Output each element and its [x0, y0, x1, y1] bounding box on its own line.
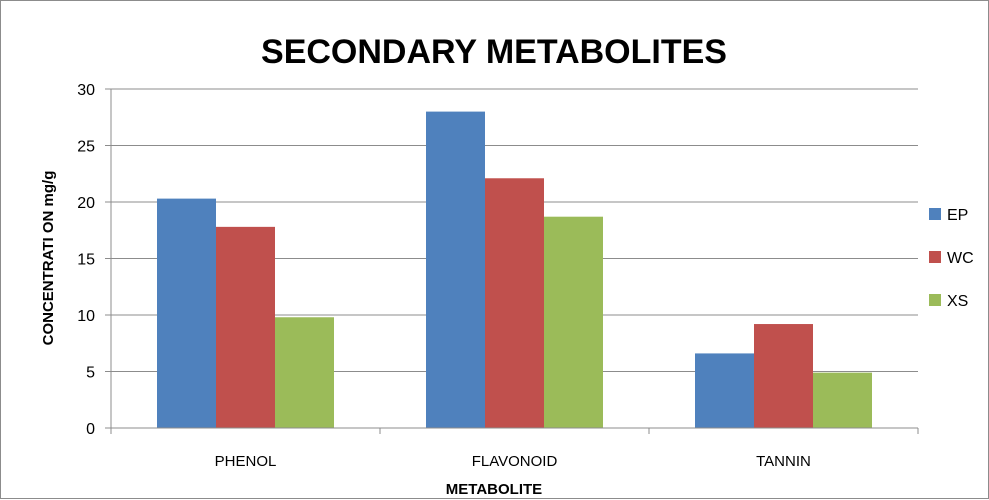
bar-ep-phenol [157, 198, 216, 428]
x-category-label: FLAVONOID [472, 453, 558, 470]
legend-swatch-ep [929, 208, 941, 220]
x-category-label: PHENOL [215, 453, 277, 470]
y-axis-title: CONCENTRATI ON mg/g [40, 171, 57, 346]
x-axis-title: METABOLITE [446, 481, 542, 498]
bar-ep-tannin [695, 353, 754, 428]
y-tick-label: 25 [77, 139, 95, 156]
y-tick-labels: 0 5 10 15 20 25 30 [77, 82, 111, 438]
chart-title: SECONDARY METABOLITES [261, 33, 727, 71]
bar-xs-phenol [275, 317, 334, 428]
legend-label-ep: EP [947, 207, 968, 224]
bars [157, 111, 872, 428]
bar-wc-phenol [216, 226, 275, 428]
y-tick-label: 10 [77, 308, 95, 325]
y-tick-label: 0 [86, 421, 95, 438]
legend-swatch-wc [929, 251, 941, 263]
y-tick-label: 5 [86, 365, 95, 382]
legend: EP WC XS [929, 207, 974, 310]
bar-xs-tannin [813, 372, 872, 428]
y-tick-label: 20 [77, 195, 95, 212]
x-category-labels: PHENOL FLAVONOID TANNIN [110, 428, 919, 470]
y-tick-label: 30 [77, 82, 95, 99]
y-tick-label: 15 [77, 252, 95, 269]
legend-swatch-xs [929, 294, 941, 306]
bar-wc-tannin [754, 324, 813, 428]
x-category-label: TANNIN [756, 453, 811, 470]
legend-label-wc: WC [947, 250, 974, 267]
bar-wc-flavonoid [485, 178, 544, 428]
bar-xs-flavonoid [544, 216, 603, 428]
legend-label-xs: XS [947, 293, 968, 310]
bar-ep-flavonoid [426, 111, 485, 428]
